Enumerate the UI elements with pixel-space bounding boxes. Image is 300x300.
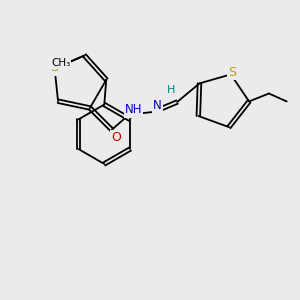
Text: N: N xyxy=(153,100,162,112)
Text: NH: NH xyxy=(125,103,142,116)
Text: O: O xyxy=(111,131,121,144)
Text: H: H xyxy=(167,85,176,95)
Text: S: S xyxy=(50,61,58,74)
Text: S: S xyxy=(228,66,236,79)
Text: CH₃: CH₃ xyxy=(51,58,70,68)
